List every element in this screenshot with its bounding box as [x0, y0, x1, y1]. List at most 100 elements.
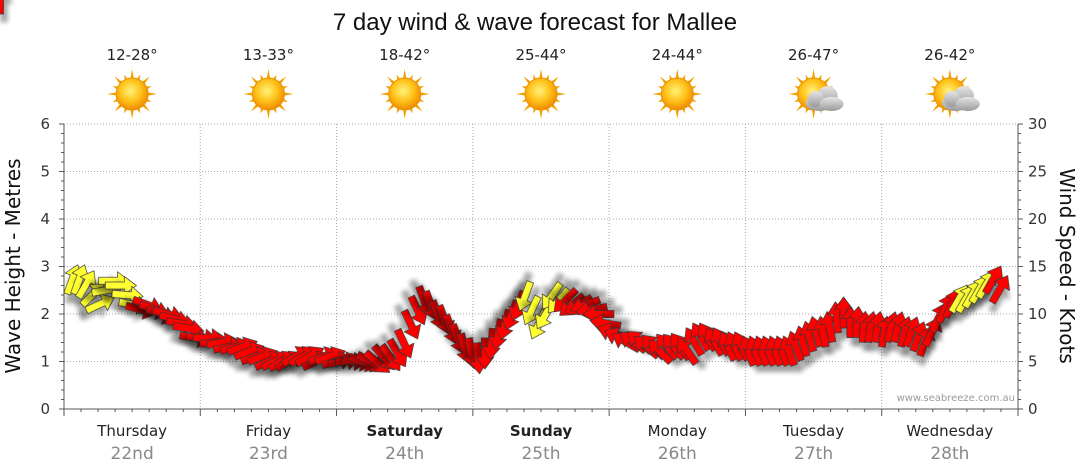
chart-axes: 0 1 2 3 4 5 6 0 5 10 15 20 25 30 — [40, 115, 1047, 418]
day-name: Friday — [246, 422, 292, 440]
wind-arrow-shape — [400, 308, 422, 340]
sun-ray — [402, 69, 407, 80]
cloud-part — [819, 97, 844, 111]
partly-cloudy-icon — [788, 69, 844, 119]
wind-arrow-shape — [475, 337, 495, 370]
right-axis-title: Wind Speed - Knots — [1055, 168, 1079, 364]
day-date: 24th — [385, 444, 424, 464]
sun-icon — [379, 69, 430, 119]
wind-arrows — [0, 0, 1010, 375]
temperature-range: 26-47° — [788, 46, 839, 64]
wind-arrow — [988, 275, 1010, 305]
sun-ray — [692, 92, 703, 96]
sun-disc — [251, 77, 285, 111]
sun-ray — [555, 92, 566, 96]
sun-ray — [419, 92, 430, 96]
temperature-range: 18-42° — [379, 46, 430, 64]
sun-ray — [283, 92, 294, 96]
day-date: 25th — [521, 444, 560, 464]
day-name: Thursday — [96, 422, 167, 440]
temperature-range: 13-33° — [243, 46, 294, 64]
sun-icon — [107, 69, 158, 119]
day-date: 26th — [658, 444, 697, 464]
sun-ray — [539, 108, 543, 119]
left-tick-label: 0 — [40, 400, 50, 418]
temperature-range: 26-42° — [924, 46, 975, 64]
right-tick-label: 5 — [1028, 353, 1038, 371]
day-date: 28th — [930, 444, 969, 464]
sun-ray — [539, 69, 543, 80]
chart-title: 7 day wind & wave forecast for Mallee — [333, 9, 737, 36]
left-tick-label: 1 — [40, 353, 50, 371]
sun-ray — [675, 69, 680, 80]
credit-text: www.seabreeze.com.au — [897, 393, 1015, 404]
sun-ray — [107, 92, 118, 96]
cloud-shape — [805, 86, 844, 111]
sun-icon — [243, 69, 294, 119]
day-name: Monday — [648, 422, 707, 440]
wind-arrow-shape — [394, 327, 415, 359]
right-tick-label: 30 — [1028, 115, 1047, 133]
day-name: Sunday — [510, 422, 573, 440]
sun-ray — [516, 92, 527, 96]
sun-ray — [402, 108, 407, 119]
day-date: 23rd — [249, 444, 288, 464]
sun-ray — [948, 108, 952, 119]
sun-icon — [652, 69, 703, 119]
left-tick-label: 4 — [40, 210, 50, 228]
wind-arrow-shape — [988, 275, 1010, 305]
day-date: 22nd — [111, 444, 154, 464]
partly-cloudy-icon — [924, 69, 980, 119]
sun-ray — [147, 92, 158, 96]
cloud-part — [807, 91, 824, 107]
sun-icon — [516, 69, 566, 119]
day-name: Wednesday — [906, 422, 993, 440]
sun-ray — [788, 92, 799, 96]
sun-disc — [524, 77, 558, 111]
cloud-part — [943, 91, 960, 107]
sun-ray — [652, 92, 663, 96]
weather-icons-row — [107, 69, 980, 119]
sun-ray — [948, 69, 952, 80]
left-axis-title: Wave Height - Metres — [1, 158, 25, 373]
sun-ray — [266, 108, 271, 119]
cloud-shape — [941, 86, 980, 111]
sun-ray — [811, 69, 816, 80]
right-tick-label: 20 — [1028, 210, 1047, 228]
wind-arrow — [0, 0, 4, 15]
sun-ray — [379, 92, 390, 96]
day-name: Tuesday — [782, 422, 844, 440]
day-labels: Thursday 22nd Friday 23rd Saturday 24th Sunday… — [96, 422, 993, 464]
left-tick-label: 5 — [40, 163, 50, 181]
sun-ray — [811, 108, 816, 119]
sun-ray — [675, 108, 680, 119]
day-date: 27th — [794, 444, 833, 464]
chart-grid — [64, 123, 1018, 409]
left-tick-label: 2 — [40, 305, 50, 323]
wind-arrow-shape — [0, 0, 4, 15]
right-tick-label: 10 — [1028, 305, 1047, 323]
left-tick-label: 6 — [40, 115, 50, 133]
cloud-part — [955, 97, 980, 111]
right-tick-label: 25 — [1028, 163, 1047, 181]
sun-ray — [130, 69, 134, 80]
sun-disc — [660, 77, 694, 111]
temperature-range: 24-44° — [652, 46, 703, 64]
wind-arrow — [400, 308, 422, 340]
left-tick-label: 3 — [40, 258, 50, 276]
temperature-range: 12-28° — [107, 46, 158, 64]
sun-disc — [388, 77, 422, 111]
day-name: Saturday — [367, 422, 444, 440]
sun-ray — [130, 108, 134, 119]
sun-disc — [115, 77, 149, 111]
right-tick-label: 0 — [1028, 400, 1038, 418]
sun-ray — [243, 92, 254, 96]
wind-arrow — [394, 327, 415, 359]
sun-ray — [266, 69, 271, 80]
right-tick-label: 15 — [1028, 258, 1047, 276]
temperature-range: 25-44° — [515, 46, 566, 64]
temperature-row: 12-28° 13-33° 18-42° 25-44° 24-44° 26-47° 26-4… — [107, 46, 976, 64]
wind-arrow — [475, 337, 495, 370]
sun-ray — [924, 92, 935, 96]
